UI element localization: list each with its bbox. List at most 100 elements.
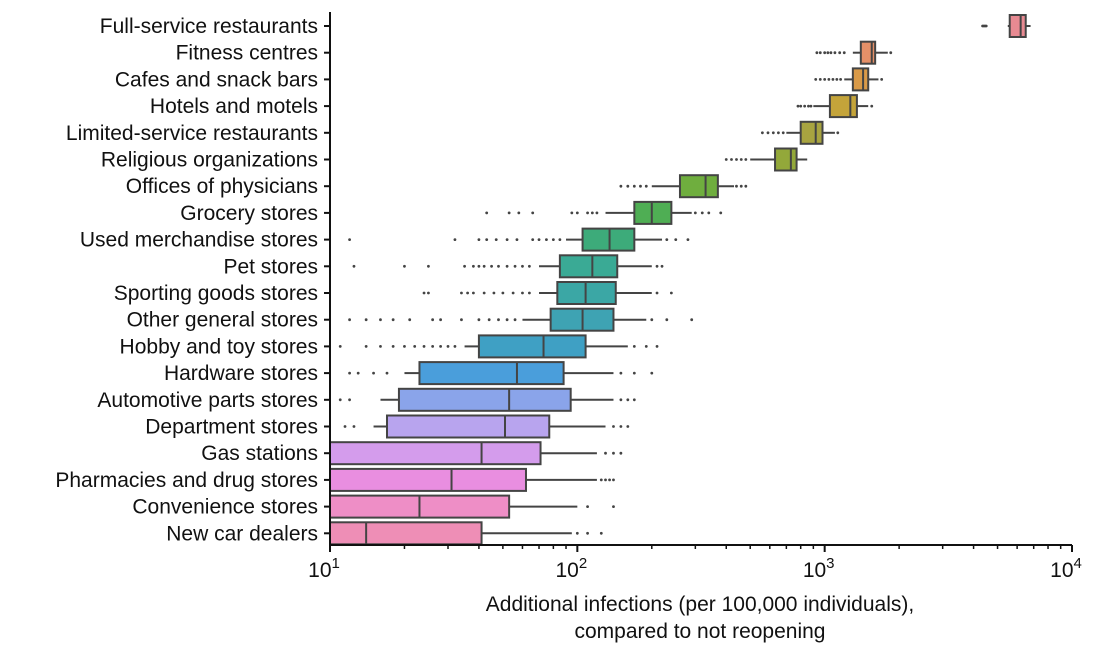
outlier-point bbox=[674, 238, 678, 242]
outlier-point bbox=[730, 158, 733, 161]
outlier-point bbox=[460, 291, 463, 295]
outlier-point bbox=[665, 238, 669, 242]
outlier-point bbox=[439, 345, 442, 348]
outlier-point bbox=[842, 51, 846, 55]
outlier-point bbox=[431, 318, 435, 322]
box-4 bbox=[760, 120, 840, 145]
box-12 bbox=[338, 334, 659, 359]
outlier-point bbox=[626, 398, 630, 402]
outlier-point bbox=[612, 505, 615, 508]
outlier-point bbox=[460, 318, 463, 322]
box-plot-series-group bbox=[329, 14, 1031, 546]
category-label: Grocery stores bbox=[180, 202, 318, 225]
outlier-point bbox=[575, 211, 579, 215]
outlier-point bbox=[513, 264, 517, 268]
outlier-point bbox=[471, 264, 475, 268]
outlier-point bbox=[818, 78, 822, 81]
category-label: Sporting goods stores bbox=[114, 282, 318, 305]
outlier-point bbox=[818, 51, 822, 55]
category-label: Limited-service restaurants bbox=[66, 122, 318, 145]
outlier-point bbox=[809, 104, 813, 108]
category-label: Full-service restaurants bbox=[100, 15, 318, 38]
outlier-point bbox=[427, 264, 430, 268]
box-17 bbox=[329, 467, 615, 492]
category-label: Gas stations bbox=[201, 442, 318, 465]
outlier-point bbox=[693, 211, 697, 215]
outlier-point bbox=[527, 291, 531, 295]
outlier-point bbox=[719, 211, 723, 215]
outlier-point bbox=[771, 131, 775, 135]
iqr-box bbox=[678, 174, 719, 199]
outlier-point bbox=[700, 211, 704, 215]
outlier-point bbox=[619, 451, 623, 455]
outlier-point bbox=[776, 131, 780, 135]
outlier-point bbox=[799, 104, 803, 108]
outlier-point bbox=[507, 211, 511, 215]
outlier-point bbox=[403, 345, 406, 348]
outlier-point bbox=[505, 318, 509, 322]
iqr-box bbox=[329, 521, 483, 546]
outlier-point bbox=[413, 345, 417, 348]
iqr-box bbox=[774, 147, 798, 172]
category-label: Pet stores bbox=[223, 255, 318, 278]
outlier-point bbox=[586, 531, 589, 535]
outlier-point bbox=[348, 318, 351, 322]
iqr-box bbox=[329, 467, 527, 492]
outlier-point bbox=[513, 318, 517, 322]
outlier-point bbox=[619, 371, 623, 375]
category-label: Hardware stores bbox=[164, 362, 318, 385]
outlier-point bbox=[632, 184, 636, 188]
iqr-box bbox=[385, 414, 551, 439]
outlier-point bbox=[889, 51, 893, 55]
outlier-point bbox=[835, 78, 839, 81]
outlier-point bbox=[833, 51, 837, 55]
category-label: Religious organizations bbox=[101, 149, 318, 172]
outlier-point bbox=[545, 238, 548, 242]
outlier-point bbox=[531, 238, 535, 242]
outlier-point bbox=[644, 184, 648, 188]
outlier-point bbox=[823, 78, 827, 81]
box-15 bbox=[343, 414, 630, 439]
outlier-point bbox=[477, 238, 481, 242]
x-axis-title-line-2: compared to not reopening bbox=[574, 620, 825, 643]
outlier-point bbox=[744, 158, 748, 161]
outlier-point bbox=[348, 371, 351, 375]
outlier-point bbox=[655, 264, 659, 268]
outlier-point bbox=[619, 184, 623, 188]
outlier-point bbox=[829, 51, 833, 55]
outlier-point bbox=[439, 318, 442, 322]
outlier-point bbox=[521, 264, 524, 268]
outlier-point bbox=[760, 131, 764, 135]
outlier-point bbox=[739, 158, 743, 161]
outlier-point bbox=[632, 371, 636, 375]
category-label: Used merchandise stores bbox=[80, 229, 318, 252]
outlier-point bbox=[385, 371, 389, 375]
outlier-point bbox=[632, 345, 636, 348]
box-14 bbox=[338, 387, 636, 412]
outlier-point bbox=[612, 478, 615, 482]
outlier-point bbox=[511, 291, 515, 295]
box-2 bbox=[814, 67, 884, 92]
outlier-point bbox=[570, 211, 574, 215]
outlier-point bbox=[490, 264, 493, 268]
box-18 bbox=[329, 494, 615, 519]
category-label: Convenience stores bbox=[132, 496, 318, 519]
outlier-point bbox=[466, 291, 469, 295]
outlier-point bbox=[586, 211, 589, 215]
outlier-point bbox=[343, 425, 347, 428]
outlier-point bbox=[501, 291, 505, 295]
outlier-point bbox=[391, 345, 395, 348]
outlier-point bbox=[492, 291, 496, 295]
box-16 bbox=[329, 441, 623, 466]
outlier-point bbox=[517, 211, 521, 215]
outlier-point bbox=[453, 345, 457, 348]
iqr-box bbox=[799, 120, 824, 145]
outlier-point bbox=[608, 478, 611, 482]
outlier-point bbox=[739, 184, 743, 188]
outlier-point bbox=[453, 238, 457, 242]
category-label: Automotive parts stores bbox=[97, 389, 318, 412]
outlier-point bbox=[612, 425, 615, 428]
outlier-point bbox=[575, 531, 579, 535]
outlier-point bbox=[485, 238, 489, 242]
outlier-point bbox=[639, 184, 642, 188]
